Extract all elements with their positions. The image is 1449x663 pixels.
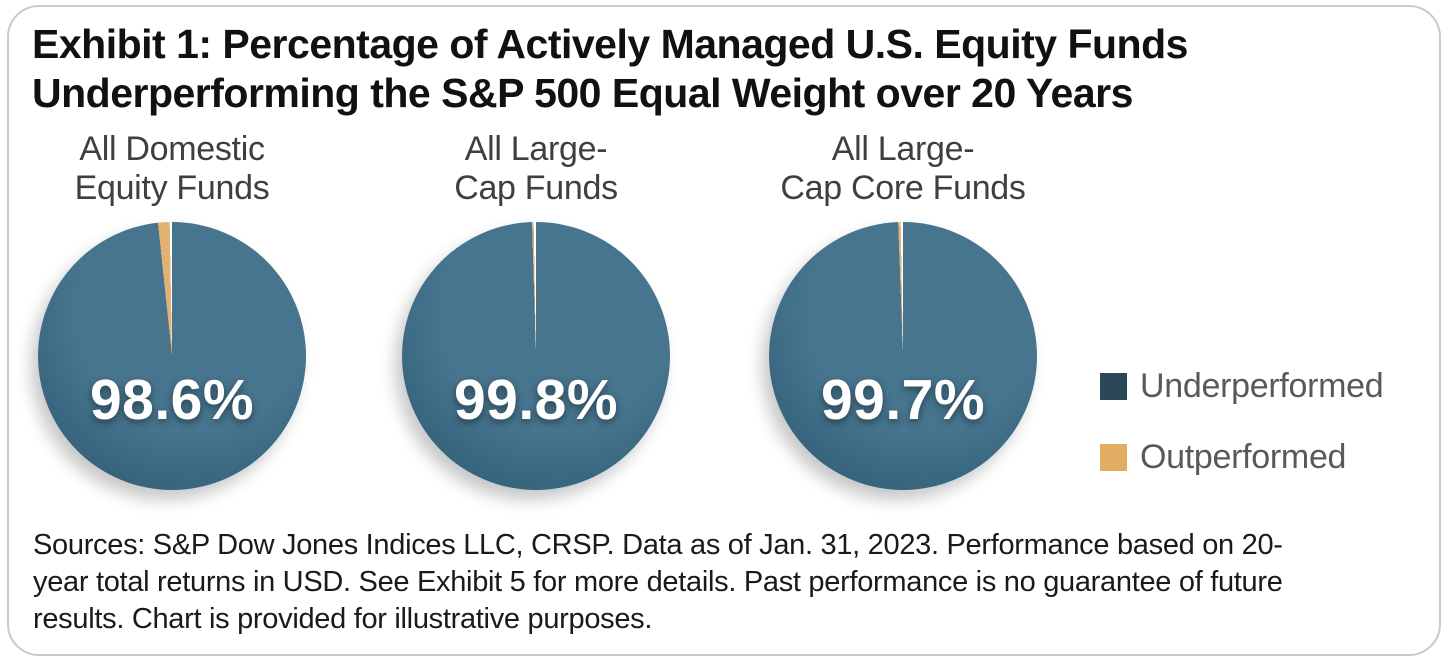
chart-title-line-1: Exhibit 1: Percentage of Actively Manage…	[32, 21, 1188, 67]
legend-label: Outperformed	[1140, 437, 1347, 476]
source-note: Sources: S&P Dow Jones Indices LLC, CRSP…	[33, 527, 1433, 638]
pie-value-label: 99.8%	[453, 368, 619, 432]
pie-category-label-line-1: All Domestic	[79, 130, 265, 168]
chart-title: Exhibit 1: Percentage of Actively Manage…	[32, 20, 1392, 118]
legend-label: Underperformed	[1140, 366, 1384, 405]
legend: Underperformed Outperformed	[1100, 366, 1384, 508]
legend-item-outperformed: Outperformed	[1100, 437, 1383, 477]
pie-category-label: All Domestic Equity Funds	[22, 130, 322, 214]
pie-category-label-line-2: Cap Funds	[454, 169, 618, 207]
pie-category-label-line-2: Equity Funds	[74, 169, 270, 207]
pie-group-all-domestic-equity-funds: All Domestic Equity Funds 98.6%	[22, 130, 322, 490]
underperformed-swatch	[1100, 372, 1127, 400]
outperformed-swatch	[1100, 443, 1127, 471]
pie-category-label: All Large- Cap Funds	[386, 130, 686, 214]
legend-item-underperformed: Underperformed	[1100, 366, 1384, 406]
source-note-line-1: Sources: S&P Dow Jones Indices LLC, CRSP…	[33, 529, 1283, 561]
pie-value-label: 98.6%	[89, 368, 255, 432]
chart-title-line-2: Underperforming the S&P 500 Equal Weight…	[32, 70, 1133, 116]
pie-all-large-cap-funds	[402, 222, 670, 490]
pie-all-large-cap-core-funds	[769, 222, 1037, 490]
pie-value-label: 99.7%	[820, 368, 986, 432]
pie-category-label: All Large- Cap Core Funds	[753, 130, 1053, 214]
pie-category-label-line-2: Cap Core Funds	[780, 169, 1026, 207]
pie-all-domestic-equity-funds	[38, 222, 306, 490]
source-note-line-3: results. Chart is provided for illustrat…	[33, 603, 653, 635]
pie-category-label-line-1: All Large-	[831, 130, 975, 168]
pie-group-all-large-cap-core-funds: All Large- Cap Core Funds 99.7%	[753, 130, 1053, 490]
pie-group-all-large-cap-funds: All Large- Cap Funds 99.8%	[386, 130, 686, 490]
pie-category-label-line-1: All Large-	[464, 130, 608, 168]
source-note-line-2: year total returns in USD. See Exhibit 5…	[33, 566, 1283, 598]
